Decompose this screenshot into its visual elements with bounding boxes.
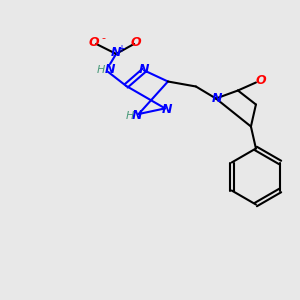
- Text: N: N: [212, 92, 222, 105]
- Text: N: N: [105, 63, 116, 76]
- Text: N: N: [131, 109, 142, 122]
- Text: O: O: [131, 36, 141, 50]
- Text: O: O: [89, 36, 99, 50]
- Text: H: H: [97, 65, 105, 75]
- Text: +: +: [117, 44, 125, 54]
- Text: N: N: [111, 46, 122, 59]
- Text: O: O: [256, 74, 266, 87]
- Text: N: N: [139, 63, 149, 76]
- Text: -: -: [101, 33, 105, 43]
- Text: H: H: [125, 111, 134, 121]
- Text: N: N: [162, 103, 172, 116]
